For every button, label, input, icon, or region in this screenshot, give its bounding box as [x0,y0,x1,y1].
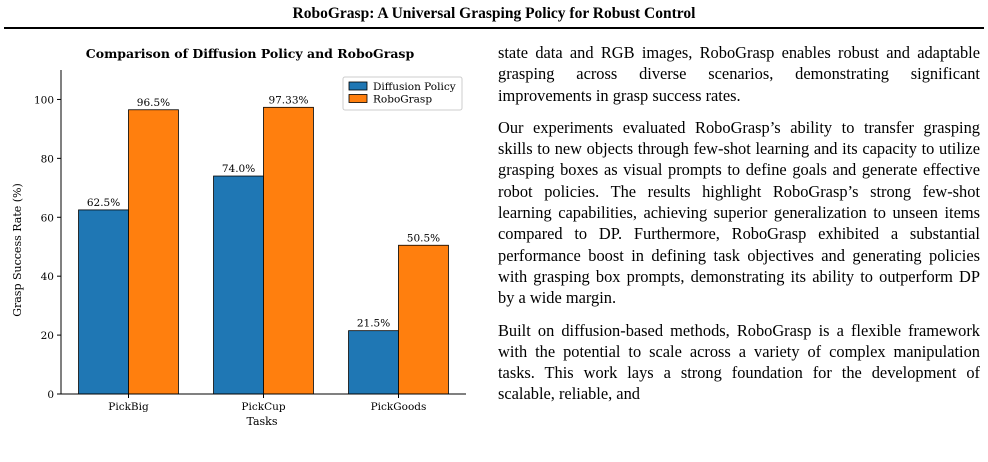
y-tick-label: 20 [41,330,54,342]
header-rule [4,27,984,29]
x-tick-label: PickCup [241,401,285,413]
legend-label: Diffusion Policy [373,81,456,93]
x-tick-label: PickGoods [371,401,427,413]
legend-swatch [348,94,368,103]
bar-diffusion-policy [213,175,264,395]
bar-chart: Comparison of Diffusion Policy and RoboG… [11,46,466,428]
bar-value-label: 21.5% [357,318,390,330]
y-tick-label: 80 [41,153,54,165]
y-axis-label: Grasp Success Rate (%) [11,183,24,317]
body-text-column: state data and RGB images, RoboGrasp ena… [498,42,980,416]
bar-value-label: 62.5% [87,197,120,209]
chart-title: Comparison of Diffusion Policy and RoboG… [86,46,415,61]
y-tick-label: 40 [41,271,54,283]
bar-robograsp [128,109,179,395]
bar-value-label: 74.0% [222,163,255,175]
bar-diffusion-policy [348,330,399,395]
y-tick-label: 60 [41,212,54,224]
body-paragraph: Built on diffusion-based methods, RoboGr… [498,320,980,404]
bar-diffusion-policy [78,209,129,395]
bar-value-label: 50.5% [407,232,440,244]
y-tick-label: 100 [34,94,54,106]
running-header: RoboGrasp: A Universal Grasping Policy f… [292,5,696,22]
legend-box [342,76,463,111]
bar-robograsp [398,244,449,395]
legend-label: RoboGrasp [373,94,432,106]
x-tick-label: PickBig [108,401,149,413]
body-paragraph: Our experiments evaluated RoboGrasp’s ab… [498,117,980,308]
bar-chart-figure: Comparison of Diffusion Policy and RoboG… [0,35,478,462]
y-tick-label: 0 [47,389,54,401]
bar-robograsp [263,106,314,395]
legend-swatch [348,81,368,91]
x-axis-label: Tasks [247,415,278,428]
body-paragraph: state data and RGB images, RoboGrasp ena… [498,43,980,105]
bar-value-label: 96.5% [137,97,170,109]
bar-value-label: 97.33% [268,94,308,106]
